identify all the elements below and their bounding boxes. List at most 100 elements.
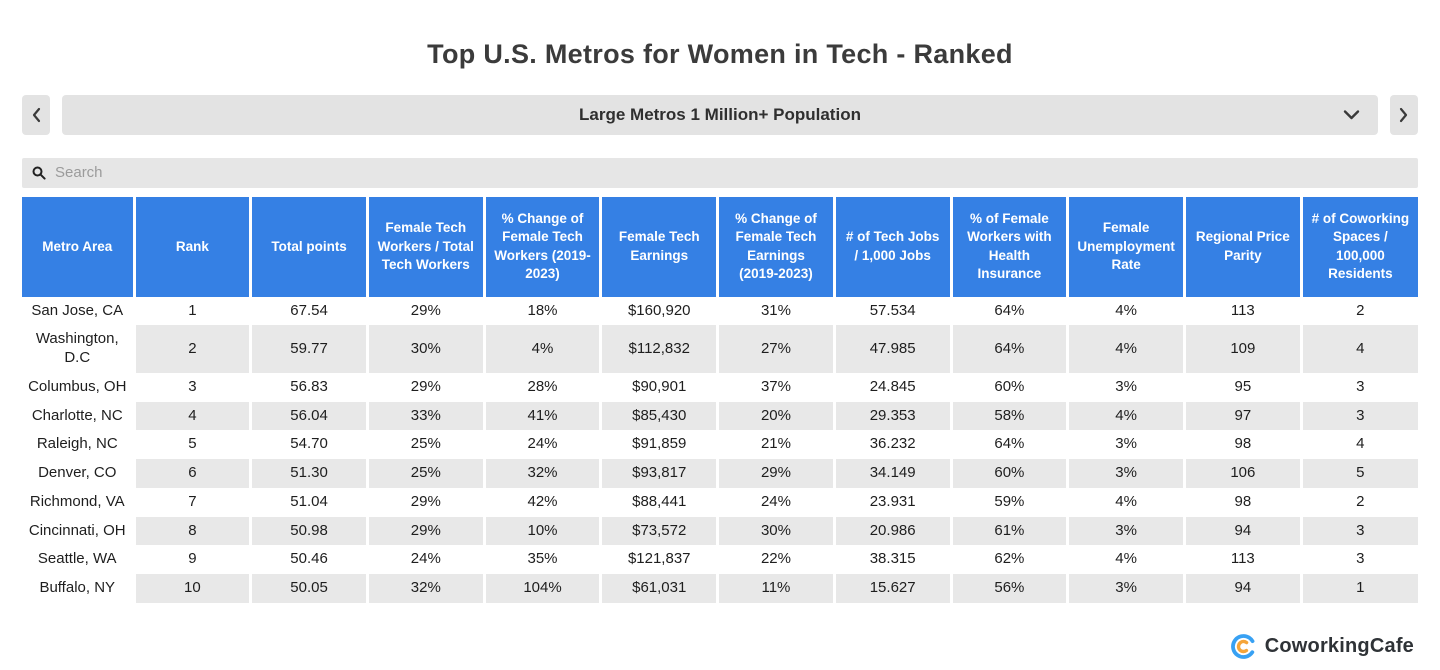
data-cell: 35% <box>482 545 601 575</box>
table-row: Seattle, WA 9 50.46 24% 35% $121,837 22% 38.315… <box>22 545 1418 575</box>
data-cell: $73,572 <box>599 516 718 546</box>
data-cell: 30% <box>716 516 835 546</box>
data-cell: $88,441 <box>599 487 718 517</box>
widget-container: Top U.S. Metros for Women in Tech - Rank… <box>22 39 1418 603</box>
data-cell: 98 <box>1182 430 1302 460</box>
data-cell: 109 <box>1182 325 1302 373</box>
data-cell: 94 <box>1182 516 1302 546</box>
data-cell: 3% <box>1066 516 1185 546</box>
data-cell: 3% <box>1066 574 1185 603</box>
data-cell: 97 <box>1182 401 1302 431</box>
coworkingcafe-logo-icon <box>1230 633 1257 660</box>
column-header: % Change of Female Tech Workers (2019-20… <box>482 196 601 297</box>
data-cell: 3 <box>132 372 251 402</box>
table-row: Raleigh, NC 5 54.70 25% 24% $91,859 21% 36.232 6… <box>22 430 1418 460</box>
data-cell: 60% <box>949 372 1068 402</box>
data-cell: $85,430 <box>599 401 718 431</box>
page-title: Top U.S. Metros for Women in Tech - Rank… <box>427 39 1013 69</box>
data-cell: 113 <box>1182 296 1302 326</box>
data-cell: 4% <box>1066 487 1185 517</box>
data-cell: 30% <box>365 325 485 373</box>
data-cell: 1 <box>132 296 251 326</box>
data-cell: 29% <box>716 459 835 488</box>
data-cell: 7 <box>132 487 251 517</box>
data-cell: 3% <box>1066 459 1185 488</box>
table-row: Denver, CO 6 51.30 25% 32% $93,817 29% 34.149 60… <box>22 459 1418 488</box>
data-cell: 62% <box>949 545 1068 575</box>
data-cell: 50.46 <box>249 545 368 575</box>
data-cell: 59.77 <box>249 325 368 373</box>
data-cell: 2 <box>1299 487 1418 517</box>
search-input[interactable] <box>53 163 1408 183</box>
column-header: % Change of Female Tech Earnings (2019-2… <box>716 196 835 297</box>
data-cell: 24% <box>716 487 835 517</box>
data-cell: 64% <box>949 430 1068 460</box>
data-cell: 33% <box>365 401 485 431</box>
data-cell: 5 <box>132 430 251 460</box>
metro-area-cell: Buffalo, NY <box>22 574 134 603</box>
data-cell: 4% <box>1066 325 1185 373</box>
data-cell: 10 <box>132 574 251 603</box>
data-cell: 32% <box>365 574 485 603</box>
metro-area-cell: Columbus, OH <box>22 372 134 402</box>
data-cell: 51.30 <box>249 459 368 488</box>
column-header: Total points <box>249 196 368 297</box>
data-cell: 38.315 <box>832 545 952 575</box>
table-header-row: Metro Area Rank Total points Female Tech Wo… <box>22 196 1418 297</box>
metro-area-cell: Seattle, WA <box>22 545 134 575</box>
data-cell: 50.05 <box>249 574 368 603</box>
metro-area-cell: San Jose, CA <box>22 296 134 326</box>
table-row: Washington, D.C 2 59.77 30% 4% $112,832 27% 47.… <box>22 325 1418 373</box>
data-cell: 24% <box>482 430 601 460</box>
coworkingcafe-logo[interactable]: CoworkingCafe <box>1230 633 1414 660</box>
data-cell: 2 <box>1299 296 1418 326</box>
data-cell: 47.985 <box>832 325 952 373</box>
metro-area-cell: Washington, D.C <box>22 325 134 373</box>
data-cell: 36.232 <box>832 430 952 460</box>
data-cell: $93,817 <box>599 459 718 488</box>
data-cell: 3 <box>1299 545 1418 575</box>
column-header: Female Tech Earnings <box>599 196 718 297</box>
data-cell: 11% <box>716 574 835 603</box>
data-cell: 24% <box>365 545 485 575</box>
data-cell: 18% <box>482 296 601 326</box>
data-cell: 60% <box>949 459 1068 488</box>
data-cell: 24.845 <box>832 372 952 402</box>
data-cell: 29% <box>365 516 485 546</box>
prev-category-button[interactable] <box>22 94 50 135</box>
data-cell: 51.04 <box>249 487 368 517</box>
data-cell: 22% <box>716 545 835 575</box>
data-cell: 50.98 <box>249 516 368 546</box>
column-header: Metro Area <box>22 196 134 297</box>
table-row: Columbus, OH 3 56.83 29% 28% $90,901 37% 24.845… <box>22 372 1418 402</box>
category-dropdown[interactable]: Large Metros 1 Million+ Population <box>62 94 1378 135</box>
table-row: Charlotte, NC 4 56.04 33% 41% $85,430 20% 29.35… <box>22 401 1418 431</box>
data-cell: 9 <box>132 545 251 575</box>
data-cell: 3 <box>1299 516 1418 546</box>
next-category-button[interactable] <box>1390 94 1418 135</box>
data-cell: 104% <box>482 574 601 603</box>
data-cell: 4 <box>1299 325 1418 373</box>
table-row: Cincinnati, OH 8 50.98 29% 10% $73,572 30% 20.9… <box>22 516 1418 546</box>
data-cell: 15.627 <box>832 574 952 603</box>
chevron-right-icon <box>1399 107 1409 123</box>
category-dropdown-value: Large Metros 1 Million+ Population <box>579 104 861 124</box>
data-cell: $91,859 <box>599 430 718 460</box>
data-cell: 34.149 <box>832 459 952 488</box>
data-cell: 64% <box>949 296 1068 326</box>
data-cell: 3 <box>1299 372 1418 402</box>
data-cell: 20% <box>716 401 835 431</box>
data-cell: 57.534 <box>832 296 952 326</box>
data-cell: 21% <box>716 430 835 460</box>
column-header: # of Coworking Spaces / 100,000 Resident… <box>1299 196 1418 297</box>
category-nav: Large Metros 1 Million+ Population <box>22 94 1418 135</box>
data-cell: 29% <box>365 296 485 326</box>
data-cell: 2 <box>132 325 251 373</box>
data-cell: 56% <box>949 574 1068 603</box>
data-cell: $112,832 <box>599 325 718 373</box>
data-cell: 56.83 <box>249 372 368 402</box>
table-header: Metro Area Rank Total points Female Tech Wo… <box>22 196 1418 297</box>
data-cell: 4% <box>1066 401 1185 431</box>
data-cell: 4% <box>1066 545 1185 575</box>
data-cell: 54.70 <box>249 430 368 460</box>
